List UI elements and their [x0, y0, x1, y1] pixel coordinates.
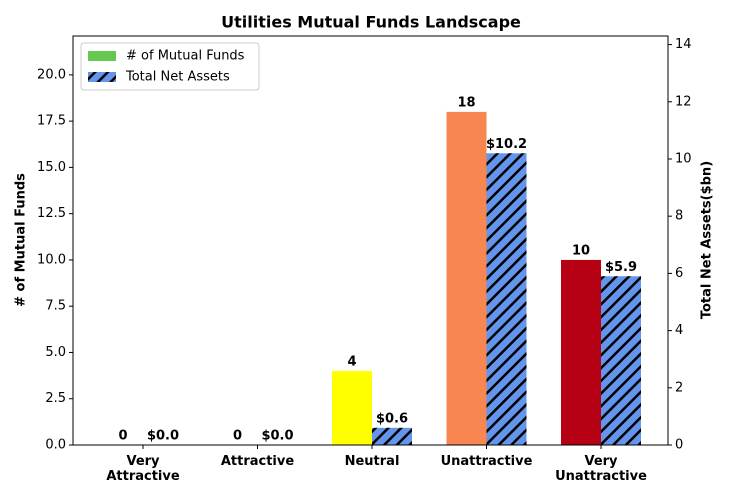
- y-axis-label: # of Mutual Funds: [14, 173, 29, 307]
- y-tick-label: 15.0: [37, 160, 66, 175]
- y-tick-label: 7.5: [45, 299, 66, 314]
- data-label: 0: [118, 429, 127, 444]
- data-label: 0: [233, 429, 242, 444]
- data-label: 4: [347, 354, 356, 369]
- x-tick-label: Unattractive: [441, 454, 533, 469]
- plot-frame: [72, 35, 669, 446]
- bar-hatch: [486, 153, 527, 445]
- y2-axis-label: Total Net Assets($bn): [700, 161, 715, 319]
- bar: [446, 111, 487, 445]
- data-label: $10.2: [486, 137, 527, 152]
- y2-tick-label: 12: [675, 94, 692, 109]
- legend-swatch-hatch: [88, 72, 116, 82]
- y2-tick-label: 10: [675, 151, 692, 166]
- data-label: 10: [572, 243, 590, 258]
- y-tick-label: 12.5: [37, 206, 66, 221]
- y2-tick-label: 6: [675, 266, 683, 281]
- legend-swatch: [88, 51, 116, 61]
- bar-hatch: [372, 427, 412, 445]
- y-tick-label: 17.5: [37, 114, 66, 129]
- chart-title: Utilities Mutual Funds Landscape: [221, 13, 521, 32]
- x-tick-label: Very Unattractive: [555, 454, 647, 484]
- y-tick-label: 0.0: [45, 438, 66, 453]
- y2-tick-label: 4: [675, 323, 683, 338]
- bar: [561, 259, 601, 445]
- legend-label: # of Mutual Funds: [126, 49, 245, 64]
- bar-hatch: [601, 276, 641, 445]
- y-tick-label: 20.0: [37, 67, 66, 82]
- x-tick-label: Neutral: [345, 454, 400, 469]
- y2-tick-label: 2: [675, 380, 683, 395]
- data-label: $0.0: [261, 429, 293, 444]
- x-tick-label: Very Attractive: [106, 454, 180, 484]
- legend-label: Total Net Assets: [125, 70, 230, 85]
- data-label: $5.9: [605, 260, 637, 275]
- y-tick-label: 10.0: [37, 252, 66, 267]
- bar: [332, 370, 372, 445]
- data-label: 18: [457, 95, 475, 110]
- x-tick-label: Attractive: [221, 454, 295, 469]
- y2-tick-label: 14: [675, 37, 692, 52]
- data-label: $0.6: [376, 411, 408, 426]
- data-label: $0.0: [147, 429, 179, 444]
- legend-frame: [80, 42, 260, 91]
- y2-tick-label: 0: [675, 438, 683, 453]
- y-tick-label: 2.5: [45, 391, 66, 406]
- legend: # of Mutual Funds Total Net Assets: [80, 42, 260, 91]
- y-tick-label: 5.0: [45, 345, 66, 360]
- y2-tick-label: 8: [675, 209, 683, 224]
